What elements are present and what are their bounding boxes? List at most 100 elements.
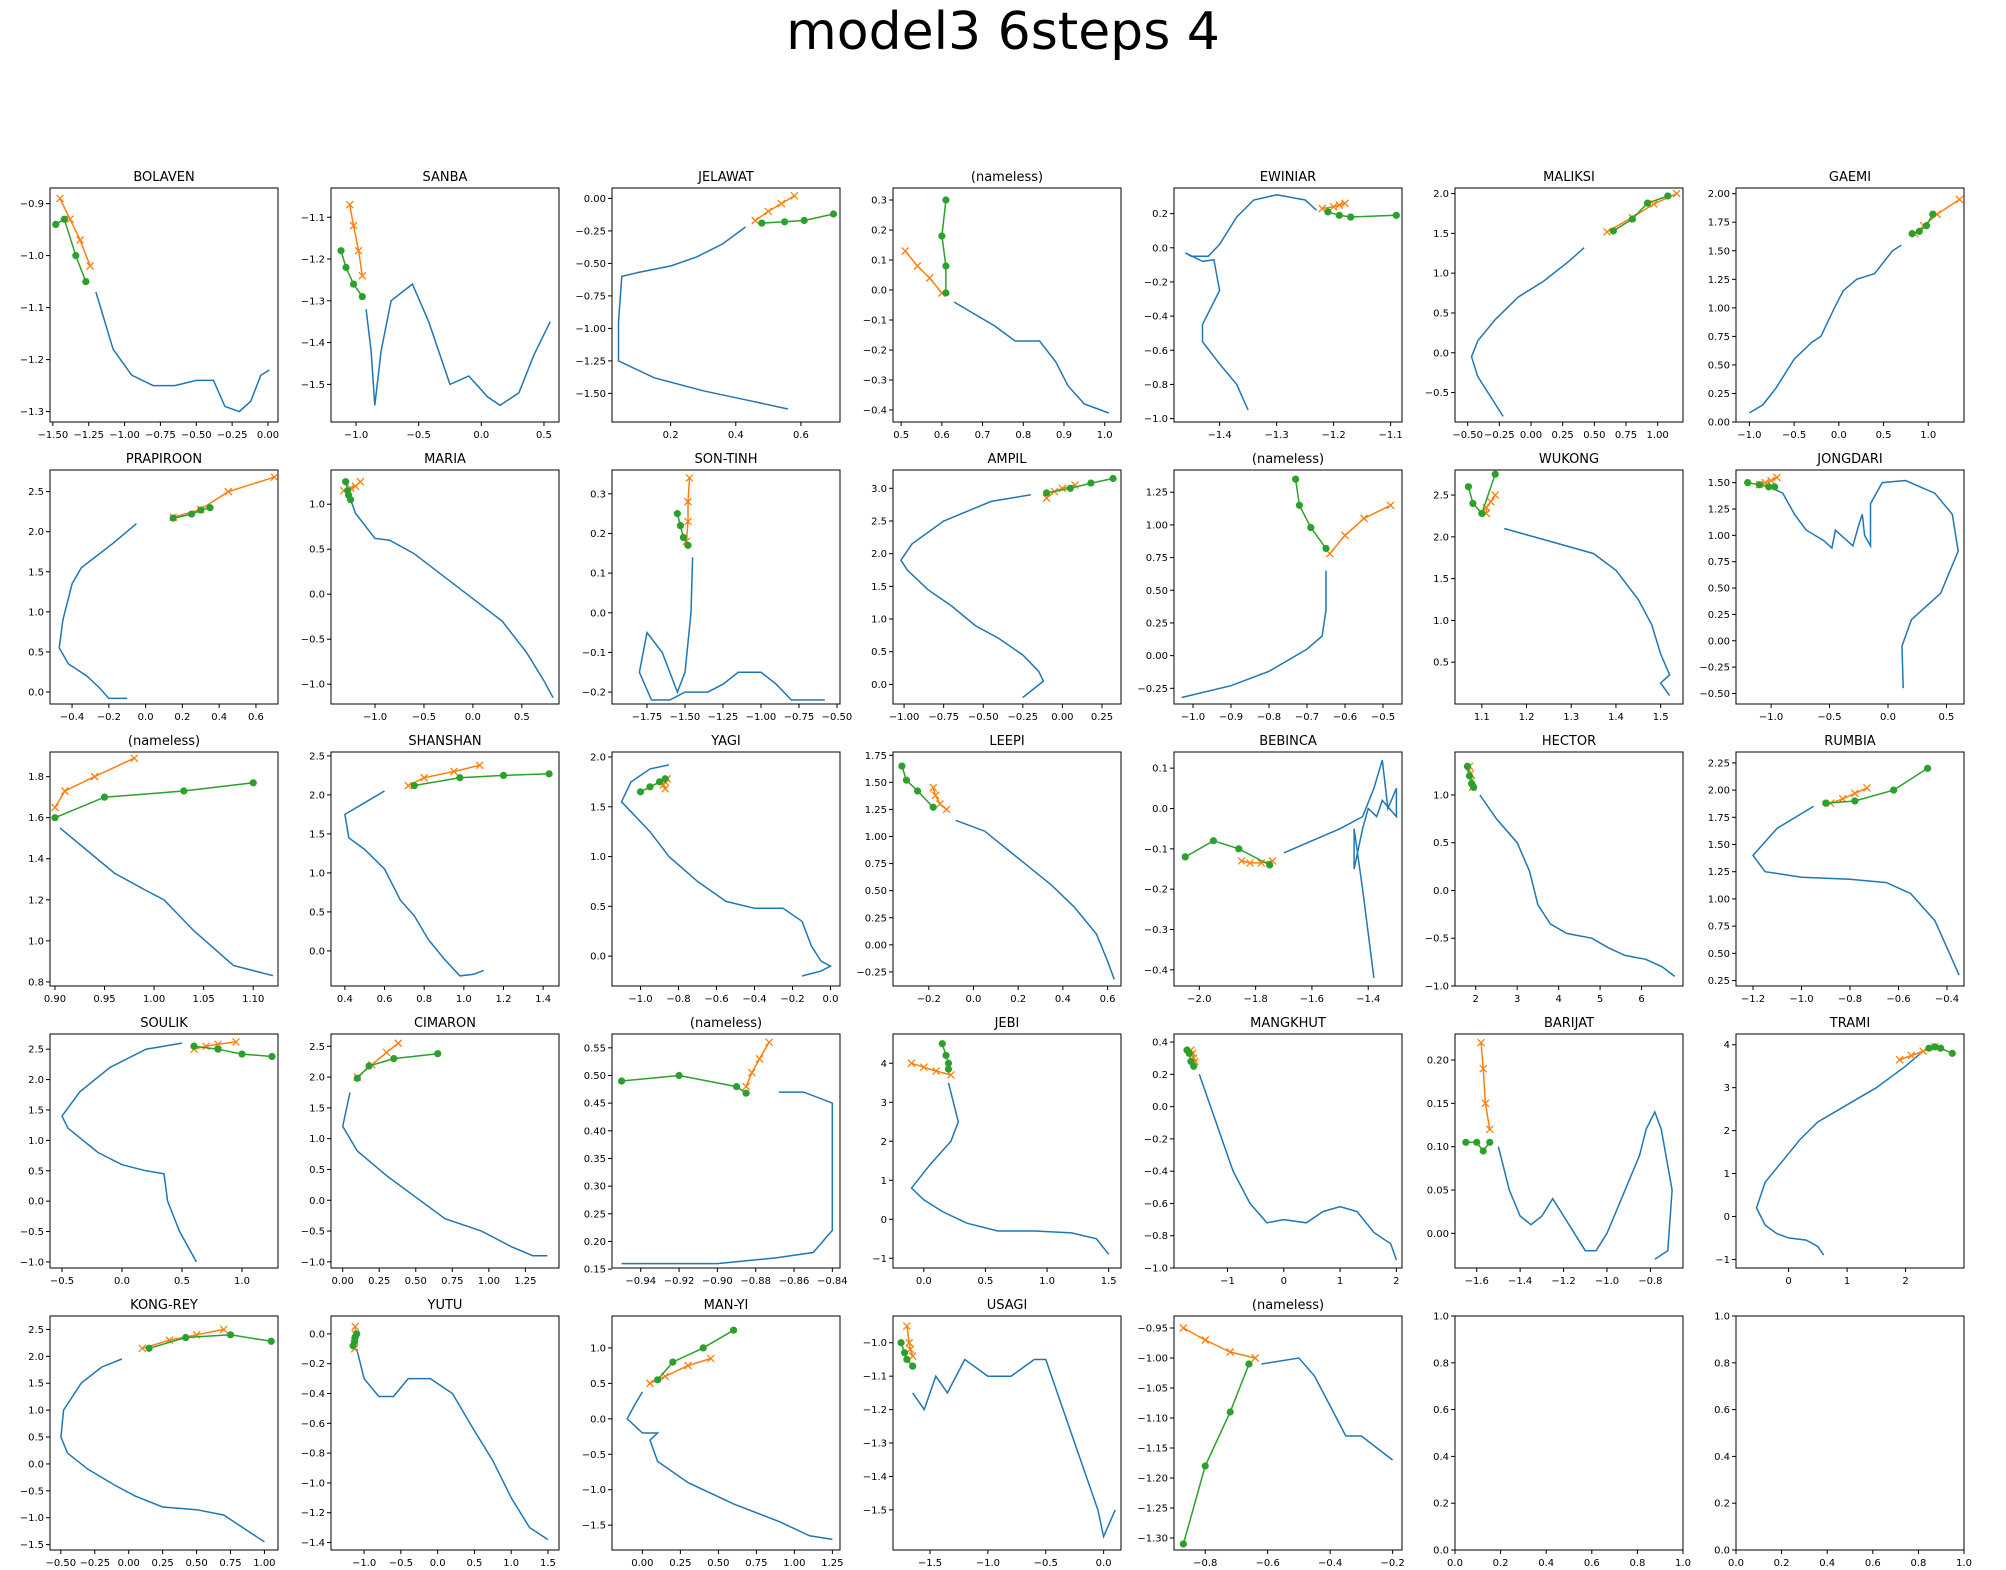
- x-tick-label: −0.92: [664, 1276, 695, 1287]
- prediction-marker: [764, 207, 773, 216]
- y-tick-label: −1.0: [582, 1485, 606, 1496]
- x-tick-label: −0.88: [740, 1276, 771, 1287]
- y-tick-label: −0.4: [301, 1389, 325, 1400]
- x-tick-label: −0.2: [917, 994, 941, 1005]
- x-tick-label: −0.50: [46, 1558, 77, 1569]
- x-tick-label: 0.50: [405, 1276, 427, 1287]
- y-tick-label: 0.5: [590, 1379, 606, 1390]
- truth-marker: [249, 779, 257, 787]
- subplot: MARIA −1.0 −0.5 0.0 0.5 −1.0 −0.5 0.0 0.5 1.0: [301, 452, 560, 723]
- y-tick-label: 0.8: [1433, 1358, 1449, 1369]
- truth-marker: [60, 215, 68, 223]
- y-tick-label: 1.00: [1708, 531, 1730, 542]
- x-tick-label: 1.0: [503, 1558, 519, 1569]
- truth-marker: [669, 1358, 677, 1366]
- truth-marker: [1109, 474, 1117, 483]
- y-tick-label: 1.0: [309, 868, 325, 879]
- truth-line: [1327, 211, 1397, 218]
- x-tick-label: 0.4: [1819, 1558, 1835, 1569]
- truth-marker: [1765, 483, 1773, 491]
- track-line: [1470, 247, 1585, 417]
- prediction-marker: [1895, 1055, 1904, 1064]
- axes-frame: [1735, 1315, 1965, 1551]
- truth-marker: [545, 770, 553, 778]
- truth-marker: [646, 783, 654, 791]
- truth-marker: [1266, 861, 1274, 869]
- truth-marker: [238, 1050, 246, 1058]
- truth-marker: [1473, 1138, 1481, 1146]
- y-tick-label: −1.1: [20, 303, 44, 314]
- axes-frame: [330, 469, 560, 705]
- y-tick-label: 1.0: [1714, 1312, 1730, 1323]
- prediction-marker: [684, 497, 692, 506]
- x-tick-label: 1.00: [1647, 430, 1669, 441]
- y-tick-label: 1.25: [865, 805, 887, 816]
- y-tick-label: −0.6: [301, 1419, 325, 1430]
- subplot: GAEMI −1.0 −0.5 0.0 0.5 1.0 0.00 0.25 0.50 0.75 1.…: [1708, 170, 1965, 441]
- axes-frame: [892, 1315, 1122, 1551]
- subplot: MANGKHUT −1 0 1 2 −1.0 −0.8 −0.6 −0.4 −0.2 0.0 0.2 0…: [1144, 1016, 1403, 1287]
- x-tick-label: −1.25: [73, 430, 104, 441]
- x-tick-label: 0.75: [1615, 430, 1637, 441]
- prediction-marker: [404, 781, 413, 790]
- x-tick-label: 0.0: [114, 1276, 130, 1287]
- subplot-title: MAN-YI: [704, 1298, 749, 1313]
- subplot-title: BARIJAT: [1544, 1016, 1594, 1031]
- prediction-marker: [901, 247, 910, 255]
- y-tick-label: 1.5: [1433, 574, 1449, 585]
- x-tick-label: 0.9: [1056, 430, 1072, 441]
- subplot-title: MALIKSI: [1543, 170, 1595, 185]
- x-tick-label: 0.0: [966, 994, 982, 1005]
- truth-marker: [1931, 1043, 1939, 1051]
- y-tick-label: 3: [1724, 1083, 1730, 1094]
- truth-line: [1825, 767, 1929, 804]
- x-tick-label: −1.00: [746, 712, 777, 723]
- prediction-marker: [942, 805, 951, 814]
- x-tick-label: −1.0: [628, 994, 652, 1005]
- x-tick-label: −0.50: [968, 712, 999, 723]
- y-tick-label: 0.75: [1708, 332, 1730, 343]
- y-tick-label: −0.1: [863, 316, 887, 327]
- subplot: JEBI 0.0 0.5 1.0 1.5 −1 0 1 2 3 4: [872, 1016, 1122, 1287]
- x-tick-label: 0.2: [663, 430, 679, 441]
- x-tick-label: −0.6: [1333, 712, 1357, 723]
- x-tick-label: 0.0: [138, 712, 154, 723]
- track-line: [626, 1391, 833, 1541]
- track-line: [341, 1092, 548, 1257]
- truth-marker: [942, 196, 950, 204]
- prediction-marker: [1672, 189, 1681, 198]
- axes-frame: [892, 469, 1122, 705]
- truth-marker: [1392, 211, 1400, 219]
- x-tick-label: −1.8: [1243, 994, 1267, 1005]
- x-tick-label: 0.0: [430, 1558, 446, 1569]
- truth-marker: [909, 1362, 917, 1370]
- track-line: [61, 1042, 198, 1263]
- axes-frame: [1173, 1033, 1403, 1269]
- truth-marker: [781, 218, 789, 226]
- subplot-title: JELAWAT: [697, 170, 754, 185]
- subplot: USAGI −1.5 −1.0 −0.5 0.0 −1.5 −1.4 −1.3 −1.2 −1.1…: [863, 1298, 1122, 1569]
- truth-line: [1612, 195, 1669, 232]
- subplot: YAGI −1.0 −0.8 −0.6 −0.4 −0.2 0.0 0.0 0.5 1.0 1.5 2…: [590, 734, 841, 1005]
- y-tick-label: −1.30: [1137, 1534, 1168, 1545]
- x-tick-label: −1.25: [708, 712, 739, 723]
- axes-frame: [1173, 469, 1403, 705]
- y-tick-label: 0.50: [1708, 360, 1730, 371]
- truth-marker: [1628, 215, 1636, 223]
- track-line: [1181, 570, 1327, 699]
- x-tick-label: 0.25: [669, 1558, 691, 1569]
- y-tick-label: 0.0: [871, 286, 887, 297]
- prediction-marker: [1485, 1125, 1494, 1134]
- y-tick-label: 0.0: [1433, 348, 1449, 359]
- track-line: [1503, 527, 1671, 697]
- y-tick-label: −0.8: [301, 1449, 325, 1460]
- y-tick-label: 0.0: [309, 946, 325, 957]
- prediction-marker: [1491, 491, 1500, 500]
- y-tick-label: −0.5: [301, 635, 325, 646]
- x-tick-label: −0.50: [822, 712, 853, 723]
- y-tick-label: 0.4: [1714, 1452, 1730, 1463]
- prediction-line: [349, 204, 364, 276]
- truth-marker: [661, 775, 669, 783]
- y-tick-label: −1.5: [20, 1540, 44, 1551]
- x-tick-label: 1: [1844, 1276, 1850, 1287]
